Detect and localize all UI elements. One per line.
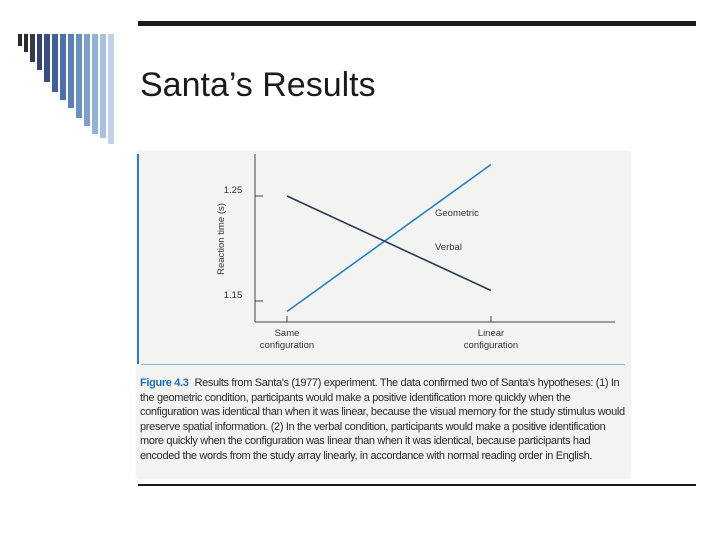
x-tick-label: Linear configuration xyxy=(464,328,518,351)
figure-caption: Figure 4.3 Results from Santa's (1977) ex… xyxy=(140,376,630,463)
series-line-verbal xyxy=(286,195,492,292)
series-label-geometric: Geometric xyxy=(435,208,479,219)
figure-accent-bar xyxy=(137,154,139,364)
y-tick-label: 1.15 xyxy=(224,290,243,301)
y-tick-label: 1.25 xyxy=(224,185,243,196)
series-line-geometric xyxy=(286,163,492,313)
caption-text: Results from Santa's (1977) experiment. … xyxy=(140,377,625,462)
series-label-verbal: Verbal xyxy=(435,242,462,253)
y-axis-label: Reaction time (s) xyxy=(216,203,227,275)
decorative-bars xyxy=(18,34,118,144)
top-rule xyxy=(138,21,696,26)
x-tick-label: Same configuration xyxy=(260,328,314,351)
figure-divider xyxy=(141,364,625,365)
figure-panel: Reaction time (s) 1.15 1.25 Same configurat… xyxy=(137,152,630,478)
figure-label: Figure 4.3 xyxy=(140,377,189,389)
bottom-rule xyxy=(138,484,696,486)
line-chart: Reaction time (s) 1.15 1.25 Same configurat… xyxy=(216,154,615,351)
slide-title: Santa’s Results xyxy=(140,66,376,104)
